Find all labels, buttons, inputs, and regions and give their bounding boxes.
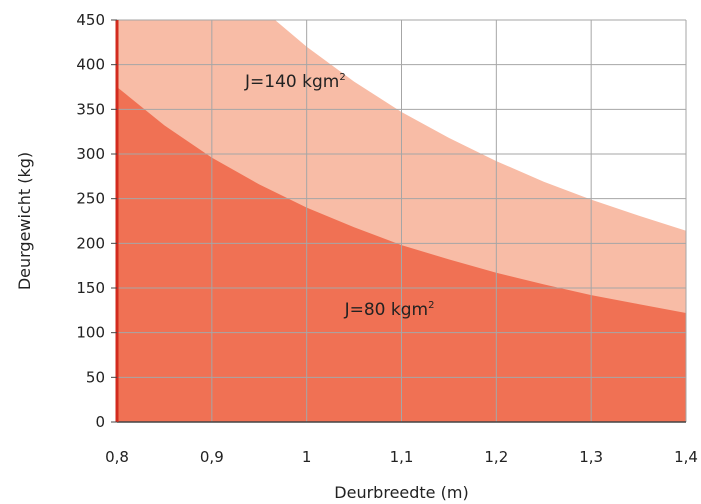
x-tick-label: 1,1	[390, 448, 414, 466]
y-tick-label: 100	[76, 324, 105, 342]
series-annotation-2: J=80 kgm2	[344, 300, 435, 320]
y-tick-label: 200	[76, 234, 105, 252]
x-tick-labels: 0,8 0,9 1 1,1 1,2 1,3 1,4	[105, 448, 698, 466]
y-tick-label: 300	[76, 145, 105, 163]
y-tick-label: 450	[76, 11, 105, 29]
x-tick-label: 1,2	[484, 448, 508, 466]
y-tick-label: 400	[76, 56, 105, 74]
x-tick-label: 1,3	[579, 448, 603, 466]
x-tick-label: 0,9	[200, 448, 224, 466]
x-tick-label: 1	[302, 448, 312, 466]
y-tick-label: 50	[86, 368, 105, 386]
series-annotation-1: J=140 kgm2	[244, 72, 346, 92]
y-tick-label: 350	[76, 100, 105, 118]
y-tick-label: 150	[76, 279, 105, 297]
x-axis-label: Deurbreedte (m)	[334, 483, 468, 502]
y-axis-label: Deurgewicht (kg)	[15, 152, 34, 290]
gridlines	[117, 19, 687, 423]
y-tick-labels: 0 50 100 150 200 250 300 350 400 450	[76, 11, 117, 431]
x-tick-label: 0,8	[105, 448, 129, 466]
annotations: J=140 kgm2 J=80 kgm2	[244, 72, 434, 320]
x-tick-label: 1,4	[674, 448, 698, 466]
y-tick-label: 0	[95, 413, 105, 431]
y-tick-label: 250	[76, 190, 105, 208]
